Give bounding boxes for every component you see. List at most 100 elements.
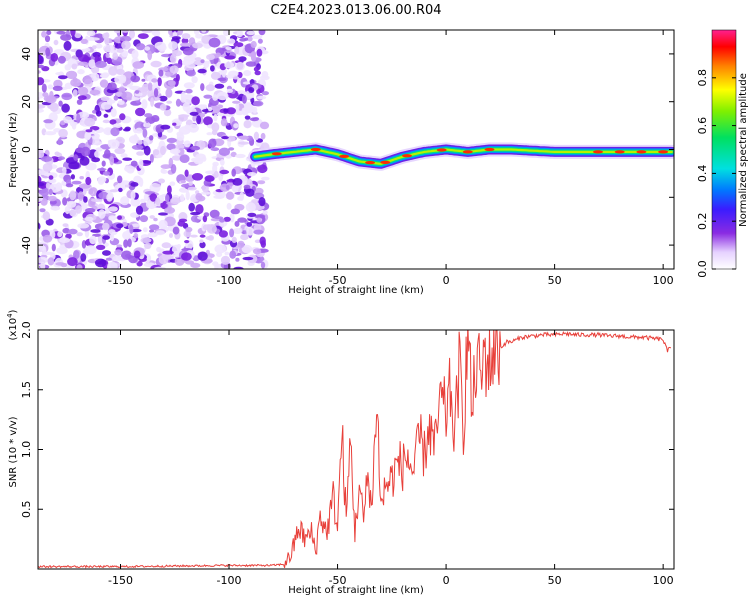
noise-speckle bbox=[138, 177, 144, 187]
noise-speckle bbox=[212, 94, 218, 101]
noise-speckle bbox=[133, 250, 141, 259]
noise-speckle bbox=[32, 183, 38, 188]
x-tick-label: 50 bbox=[548, 574, 562, 587]
noise-speckle bbox=[237, 240, 245, 249]
noise-speckle bbox=[80, 38, 89, 45]
noise-speckle bbox=[256, 95, 267, 100]
noise-speckle bbox=[32, 140, 36, 147]
noise-speckle bbox=[56, 30, 66, 35]
snr-series-line bbox=[38, 330, 672, 569]
noise-speckle bbox=[84, 47, 91, 52]
noise-speckle bbox=[245, 188, 255, 197]
noise-speckle bbox=[163, 109, 172, 117]
noise-speckle bbox=[147, 232, 158, 238]
noise-speckle bbox=[41, 31, 47, 38]
noise-speckle bbox=[206, 224, 212, 233]
noise-speckle bbox=[224, 61, 235, 69]
noise-speckle bbox=[80, 146, 91, 157]
noise-speckle bbox=[99, 79, 109, 88]
noise-speckle bbox=[180, 42, 191, 47]
colorbar-label: Normalized spectral amplitude bbox=[738, 73, 749, 227]
noise-speckle bbox=[192, 42, 203, 49]
noise-speckle bbox=[250, 40, 257, 49]
noise-speckle bbox=[136, 43, 146, 51]
noise-speckle bbox=[184, 124, 191, 130]
noise-speckle bbox=[244, 115, 251, 120]
noise-speckle bbox=[184, 94, 191, 99]
noise-speckle bbox=[44, 131, 57, 136]
noise-speckle bbox=[161, 169, 168, 174]
x-tick-label: 0 bbox=[443, 574, 450, 587]
noise-speckle bbox=[219, 169, 230, 175]
noise-speckle bbox=[211, 129, 218, 136]
noise-speckle bbox=[87, 37, 100, 41]
noise-speckle bbox=[45, 95, 57, 104]
noise-speckle bbox=[38, 256, 49, 264]
noise-speckle bbox=[104, 149, 111, 159]
noise-speckle bbox=[77, 61, 89, 66]
noise-speckle bbox=[102, 119, 111, 124]
noise-speckle bbox=[91, 157, 100, 163]
noise-speckle bbox=[245, 202, 256, 213]
noise-speckle bbox=[116, 48, 124, 53]
noise-speckle bbox=[94, 150, 100, 158]
noise-speckle bbox=[56, 247, 68, 255]
noise-speckle bbox=[220, 118, 228, 127]
colorbar-tick-label: 0.8 bbox=[696, 69, 709, 87]
noise-speckle bbox=[188, 181, 193, 186]
noise-speckle bbox=[48, 175, 54, 180]
noise-speckle bbox=[57, 55, 66, 64]
noise-speckle bbox=[180, 194, 185, 202]
noise-speckle bbox=[258, 197, 266, 207]
noise-speckle bbox=[209, 209, 220, 219]
noise-speckle bbox=[196, 115, 202, 125]
noise-speckle bbox=[71, 122, 77, 130]
noise-speckle bbox=[95, 258, 107, 268]
snr-y-label: SNR (10 * v/v) bbox=[8, 416, 19, 487]
noise-speckle bbox=[213, 113, 218, 122]
noise-speckle bbox=[188, 37, 196, 46]
noise-speckle bbox=[66, 200, 77, 208]
noise-speckle bbox=[158, 219, 168, 229]
colorbar-tick-label: 0.4 bbox=[696, 165, 709, 183]
noise-speckle bbox=[118, 187, 123, 193]
noise-speckle bbox=[169, 233, 173, 238]
noise-speckle bbox=[112, 52, 119, 60]
noise-speckle bbox=[131, 49, 139, 60]
noise-speckle bbox=[183, 82, 195, 89]
noise-speckle bbox=[224, 55, 236, 60]
noise-speckle bbox=[38, 64, 45, 69]
noise-speckle bbox=[184, 169, 189, 177]
noise-speckle bbox=[38, 70, 41, 74]
noise-speckle bbox=[193, 30, 200, 35]
noise-speckle bbox=[83, 196, 88, 203]
noise-speckle bbox=[225, 46, 232, 50]
noise-speckle bbox=[181, 183, 191, 188]
noise-speckle bbox=[200, 59, 205, 64]
noise-speckle bbox=[259, 236, 266, 246]
noise-speckle bbox=[261, 176, 270, 181]
noise-speckle bbox=[49, 102, 59, 112]
noise-speckle bbox=[118, 86, 126, 93]
noise-speckle bbox=[260, 261, 266, 269]
noise-speckle bbox=[114, 30, 121, 33]
noise-speckle bbox=[241, 94, 247, 104]
noise-speckle bbox=[231, 168, 236, 177]
noise-speckle bbox=[252, 248, 262, 255]
noise-speckle bbox=[100, 96, 110, 102]
noise-speckle bbox=[120, 196, 130, 206]
noise-speckle bbox=[229, 212, 235, 223]
noise-speckle bbox=[165, 71, 173, 77]
noise-speckle bbox=[92, 109, 97, 114]
noise-speckle bbox=[156, 127, 162, 134]
noise-speckle bbox=[221, 136, 229, 140]
noise-speckle bbox=[90, 229, 101, 233]
noise-speckle bbox=[102, 250, 111, 256]
noise-speckle bbox=[181, 33, 191, 40]
noise-speckle bbox=[77, 86, 89, 96]
noise-speckle bbox=[55, 182, 63, 192]
noise-speckle bbox=[121, 40, 131, 50]
noise-speckle bbox=[186, 69, 196, 77]
noise-speckle bbox=[203, 60, 210, 69]
noise-speckle bbox=[130, 160, 138, 167]
